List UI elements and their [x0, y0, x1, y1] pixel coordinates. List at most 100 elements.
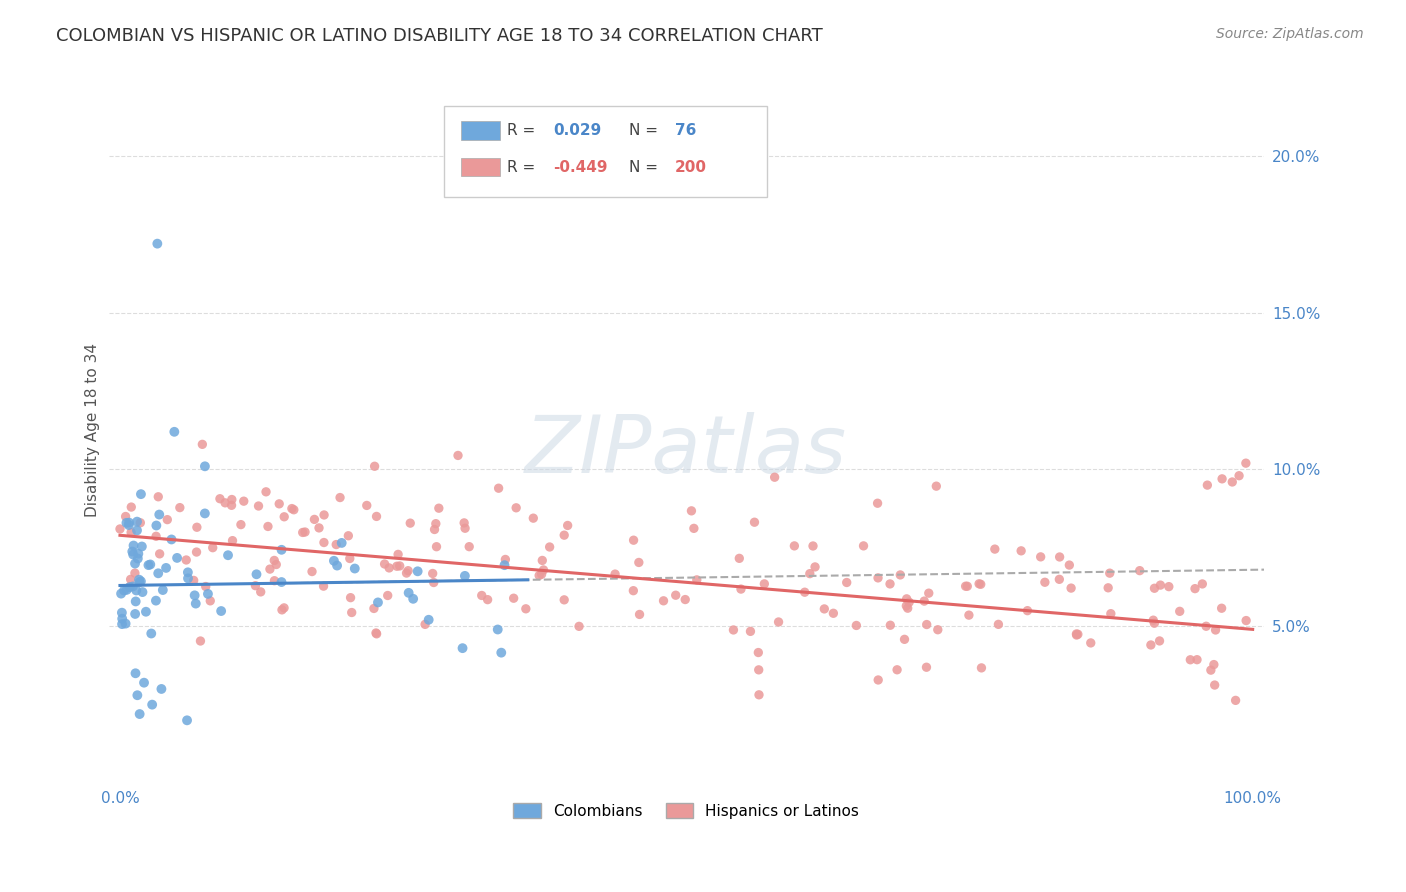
Point	[155, 561, 177, 575]
Text: R =: R =	[508, 160, 536, 175]
Point	[269, 497, 291, 511]
Point	[124, 557, 146, 571]
Point	[553, 592, 575, 607]
Point	[879, 577, 901, 591]
Point	[112, 583, 135, 598]
Point	[194, 459, 217, 474]
Point	[131, 540, 153, 554]
Point	[1180, 653, 1202, 667]
FancyBboxPatch shape	[461, 121, 501, 139]
Point	[125, 515, 148, 529]
Point	[148, 566, 170, 581]
Point	[423, 523, 446, 537]
Point	[505, 500, 527, 515]
Point	[343, 561, 366, 575]
Point	[866, 496, 889, 510]
Point	[621, 583, 644, 598]
Point	[263, 574, 285, 588]
Point	[527, 568, 550, 582]
Point	[747, 646, 769, 660]
Point	[247, 499, 270, 513]
Text: N =: N =	[628, 160, 658, 175]
Point	[471, 589, 494, 603]
Point	[114, 616, 136, 631]
Point	[1184, 582, 1206, 596]
Point	[1204, 678, 1226, 692]
Point	[970, 577, 993, 591]
Point	[209, 604, 232, 618]
Point	[879, 618, 901, 632]
Point	[915, 660, 938, 674]
Point	[366, 627, 388, 641]
Point	[139, 558, 162, 572]
Point	[396, 564, 419, 578]
Point	[141, 698, 163, 712]
Point	[128, 573, 150, 587]
Point	[451, 641, 474, 656]
Point	[214, 496, 236, 510]
Point	[748, 688, 770, 702]
Point	[422, 575, 444, 590]
Point	[395, 566, 418, 580]
Point	[912, 594, 935, 608]
Point	[150, 681, 173, 696]
Text: -0.449: -0.449	[554, 160, 607, 175]
Point	[681, 504, 703, 518]
Text: N =: N =	[628, 123, 658, 138]
Point	[568, 619, 591, 633]
Point	[398, 586, 420, 600]
Point	[118, 516, 141, 530]
Point	[194, 507, 217, 521]
Point	[304, 512, 326, 526]
Point	[1234, 456, 1257, 470]
Point	[897, 601, 920, 615]
Point	[915, 617, 938, 632]
Point	[768, 615, 790, 629]
Point	[1211, 472, 1233, 486]
Point	[486, 623, 509, 637]
Point	[183, 588, 205, 602]
Point	[270, 575, 292, 590]
Point	[131, 585, 153, 599]
Point	[1129, 564, 1152, 578]
Point	[515, 602, 537, 616]
Point	[270, 542, 292, 557]
Point	[120, 572, 142, 586]
Point	[129, 487, 152, 501]
Point	[378, 561, 401, 575]
Point	[1047, 572, 1070, 586]
Point	[325, 537, 347, 551]
Point	[132, 675, 155, 690]
Text: 76: 76	[675, 123, 696, 138]
Point	[845, 618, 868, 632]
Point	[190, 634, 212, 648]
Point	[197, 587, 219, 601]
Point	[918, 586, 941, 600]
Point	[893, 632, 915, 647]
Point	[291, 525, 314, 540]
Point	[141, 626, 163, 640]
Point	[273, 509, 295, 524]
Point	[665, 588, 688, 602]
Point	[553, 528, 575, 542]
Point	[868, 673, 890, 687]
Point	[491, 646, 513, 660]
Point	[1066, 627, 1088, 641]
Point	[263, 553, 285, 567]
Point	[1211, 601, 1233, 615]
Point	[763, 470, 786, 484]
Point	[1168, 604, 1191, 618]
Point	[1059, 558, 1081, 573]
Point	[115, 582, 138, 597]
Point	[128, 575, 150, 590]
Point	[312, 535, 335, 549]
Point	[337, 529, 360, 543]
Point	[160, 533, 183, 547]
Point	[925, 479, 948, 493]
Point	[801, 539, 824, 553]
Point	[970, 661, 993, 675]
Point	[454, 569, 477, 583]
Point	[339, 591, 361, 605]
Point	[1017, 604, 1039, 618]
Point	[866, 571, 889, 585]
